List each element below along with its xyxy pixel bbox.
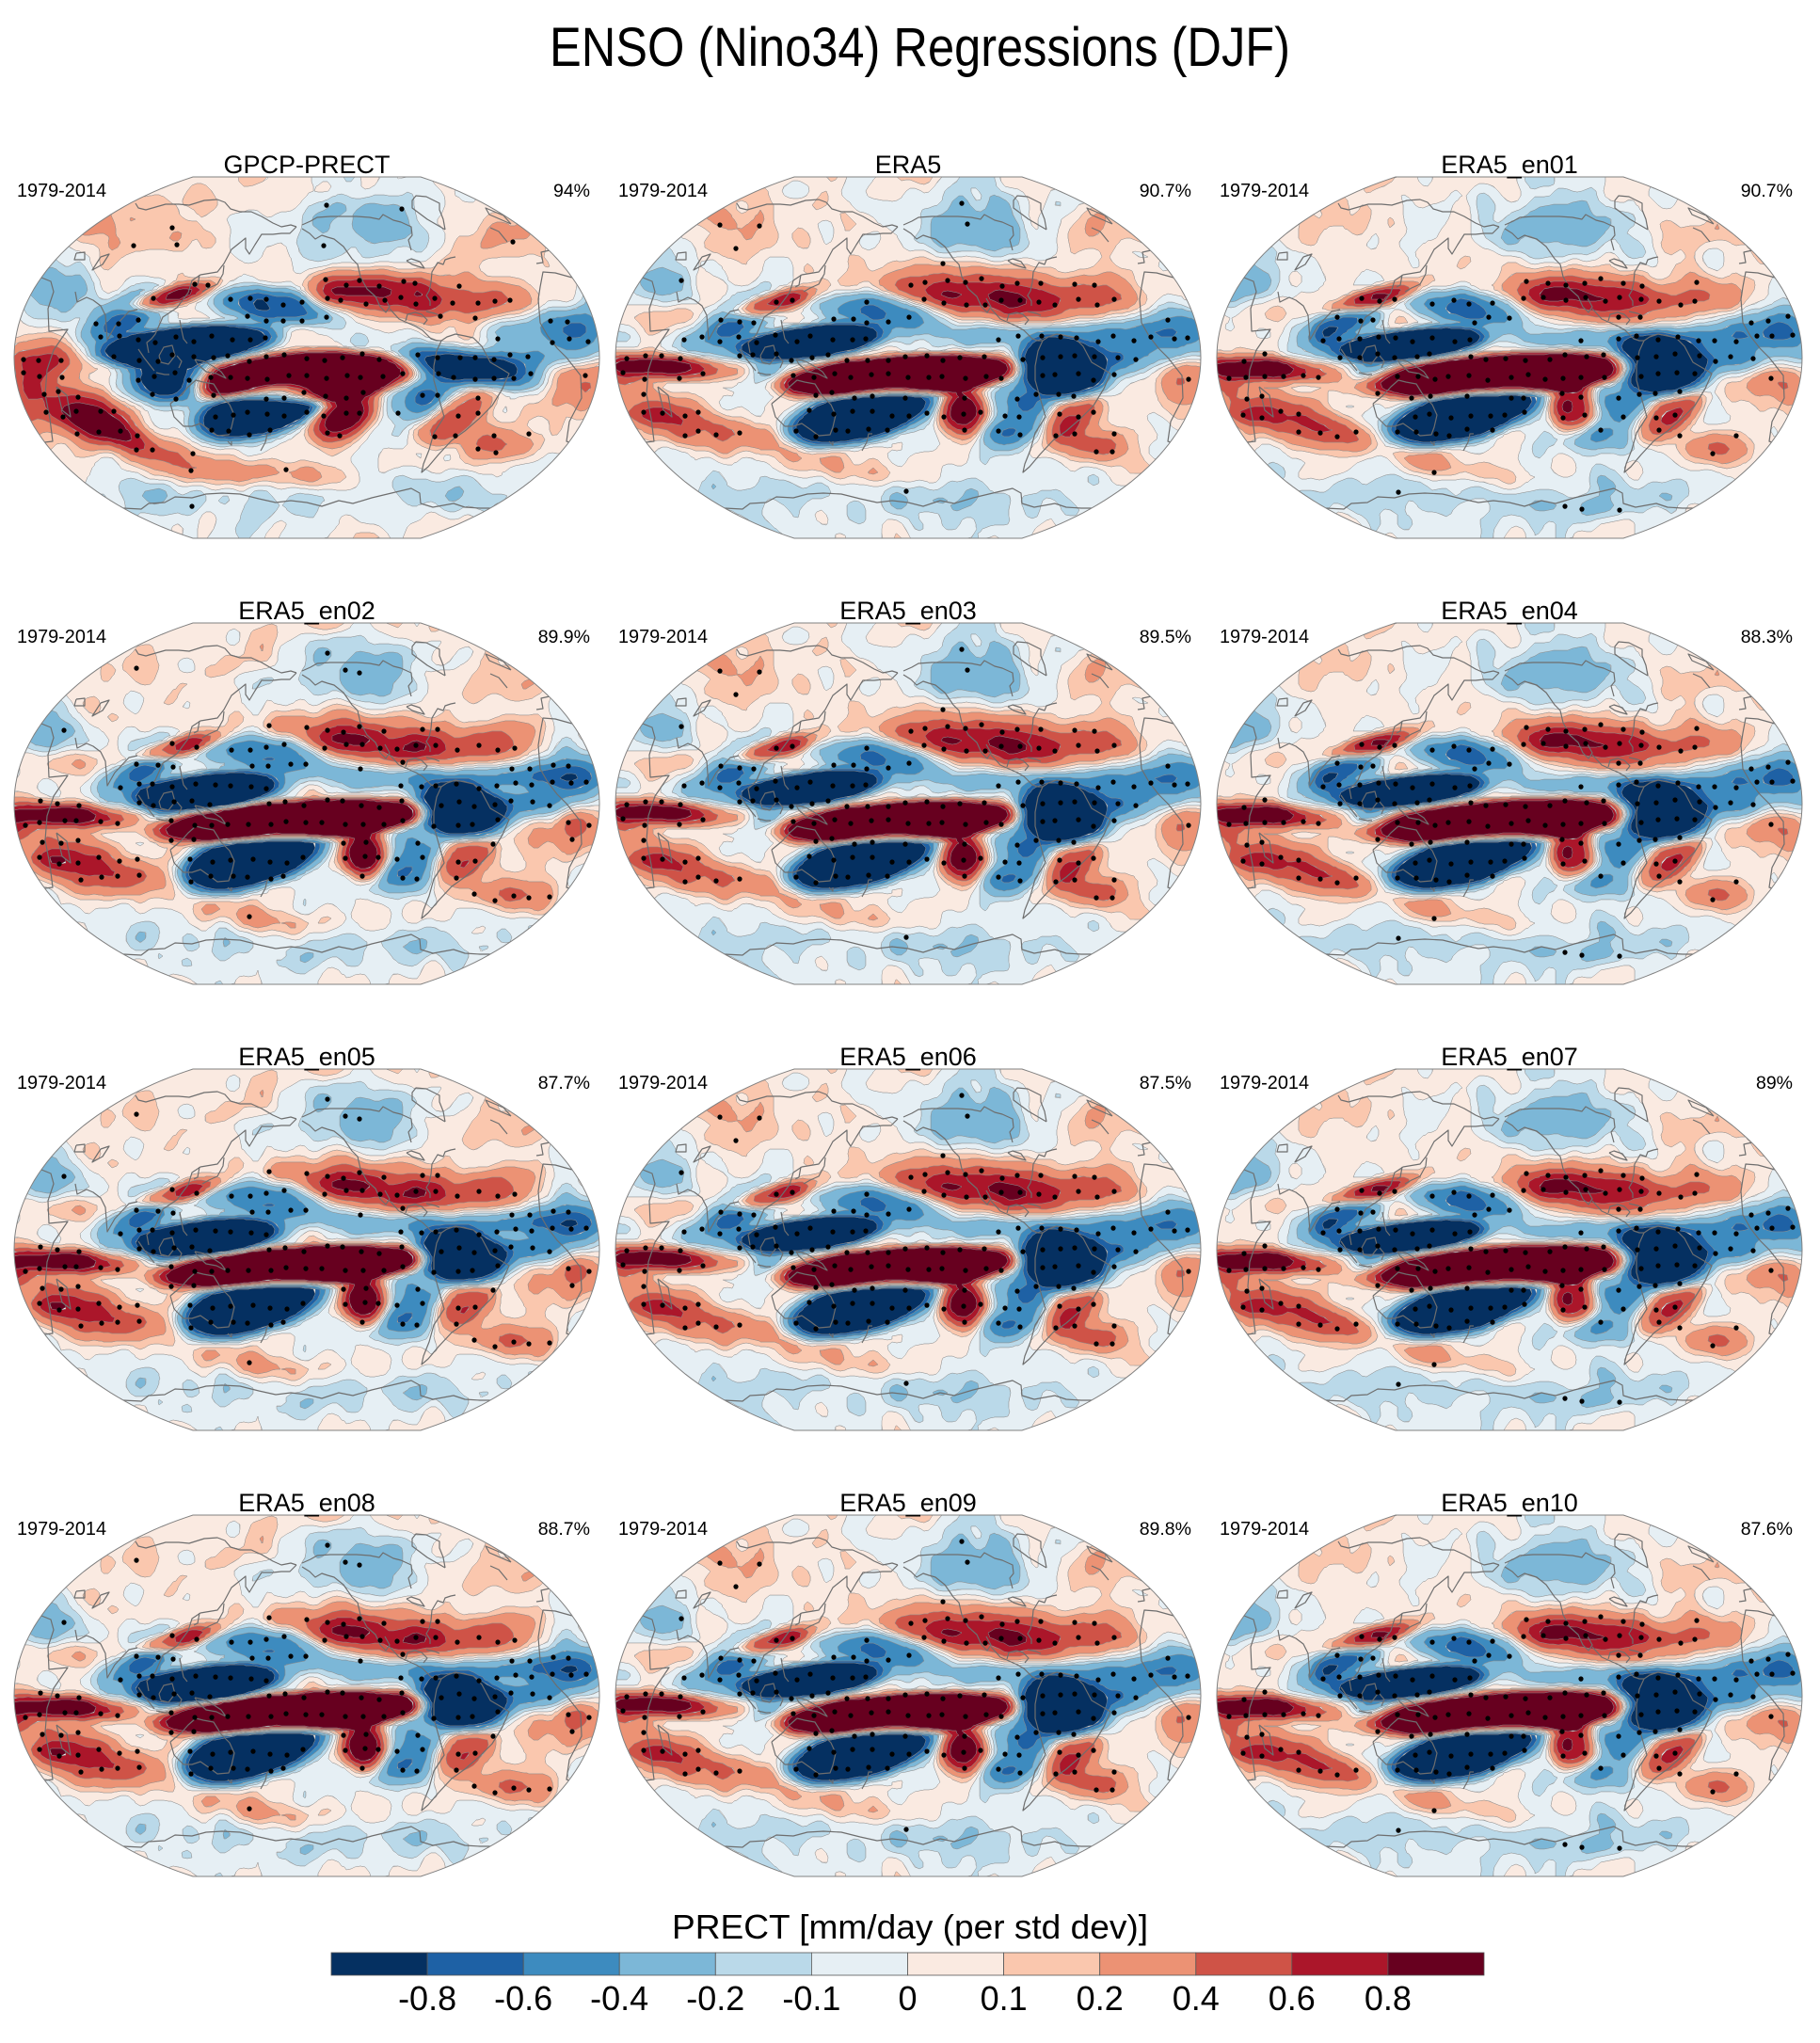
svg-text:1979-2014: 1979-2014	[17, 1519, 106, 1540]
svg-text:-0.6: -0.6	[494, 1979, 552, 2018]
svg-text:87.7%: 87.7%	[538, 1073, 590, 1093]
svg-text:ERA5_en01: ERA5_en01	[1441, 151, 1578, 179]
svg-text:ERA5_en06: ERA5_en06	[839, 1043, 977, 1071]
svg-text:1979-2014: 1979-2014	[1220, 627, 1309, 647]
svg-text:89.5%: 89.5%	[1140, 627, 1191, 647]
svg-text:ERA5_en04: ERA5_en04	[1441, 597, 1578, 625]
svg-text:90.7%: 90.7%	[1140, 181, 1191, 201]
svg-text:0.6: 0.6	[1269, 1979, 1316, 2018]
svg-text:1979-2014: 1979-2014	[1220, 1073, 1309, 1093]
svg-text:ERA5_en09: ERA5_en09	[839, 1489, 977, 1517]
svg-text:ERA5: ERA5	[875, 151, 942, 179]
svg-text:0.4: 0.4	[1173, 1979, 1220, 2018]
svg-text:1979-2014: 1979-2014	[1220, 1519, 1309, 1540]
svg-text:GPCP-PRECT: GPCP-PRECT	[223, 151, 390, 179]
svg-text:1979-2014: 1979-2014	[17, 181, 106, 201]
svg-text:0.2: 0.2	[1077, 1979, 1124, 2018]
svg-text:ERA5_en07: ERA5_en07	[1441, 1043, 1578, 1071]
svg-text:94%: 94%	[553, 181, 590, 201]
svg-text:90.7%: 90.7%	[1741, 181, 1793, 201]
svg-text:89%: 89%	[1756, 1073, 1793, 1093]
svg-text:0: 0	[898, 1979, 917, 2018]
svg-text:ERA5_en02: ERA5_en02	[238, 597, 375, 625]
svg-text:-0.4: -0.4	[590, 1979, 648, 2018]
svg-text:88.3%: 88.3%	[1741, 627, 1793, 647]
svg-text:ERA5_en10: ERA5_en10	[1441, 1489, 1578, 1517]
svg-text:-0.1: -0.1	[782, 1979, 840, 2018]
svg-text:ERA5_en05: ERA5_en05	[238, 1043, 375, 1071]
svg-text:1979-2014: 1979-2014	[17, 627, 106, 647]
svg-text:1979-2014: 1979-2014	[618, 1519, 708, 1540]
svg-text:1979-2014: 1979-2014	[618, 1073, 708, 1093]
svg-text:ERA5_en08: ERA5_en08	[238, 1489, 375, 1517]
svg-text:87.5%: 87.5%	[1140, 1073, 1191, 1093]
svg-text:88.7%: 88.7%	[538, 1519, 590, 1540]
svg-text:ERA5_en03: ERA5_en03	[839, 597, 977, 625]
svg-text:-0.8: -0.8	[398, 1979, 456, 2018]
svg-text:89.8%: 89.8%	[1140, 1519, 1191, 1540]
svg-text:1979-2014: 1979-2014	[618, 627, 708, 647]
svg-text:PRECT [mm/day (per std dev)]: PRECT [mm/day (per std dev)]	[672, 1907, 1148, 1946]
svg-text:ENSO (Nino34) Regressions (DJF: ENSO (Nino34) Regressions (DJF)	[550, 17, 1290, 78]
svg-text:0.1: 0.1	[981, 1979, 1028, 2018]
svg-text:1979-2014: 1979-2014	[17, 1073, 106, 1093]
svg-text:1979-2014: 1979-2014	[618, 181, 708, 201]
svg-text:-0.2: -0.2	[686, 1979, 744, 2018]
svg-text:1979-2014: 1979-2014	[1220, 181, 1309, 201]
svg-text:89.9%: 89.9%	[538, 627, 590, 647]
svg-text:87.6%: 87.6%	[1741, 1519, 1793, 1540]
svg-text:0.8: 0.8	[1365, 1979, 1412, 2018]
